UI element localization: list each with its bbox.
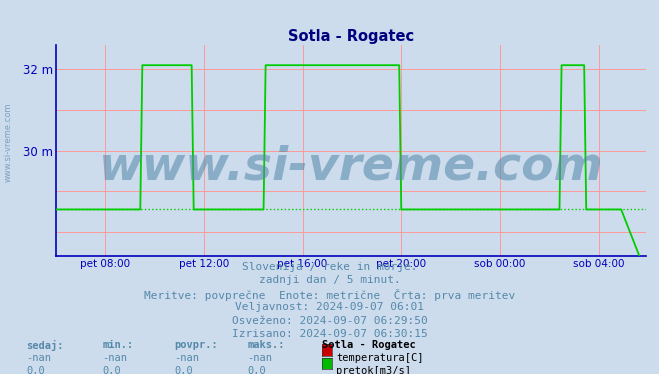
Text: Veljavnost: 2024-09-07 06:01: Veljavnost: 2024-09-07 06:01 <box>235 302 424 312</box>
Text: Izrisano: 2024-09-07 06:30:15: Izrisano: 2024-09-07 06:30:15 <box>231 329 428 339</box>
Text: -nan: -nan <box>102 353 127 363</box>
Text: www.si-vreme.com: www.si-vreme.com <box>98 145 604 190</box>
Text: Sotla - Rogatec: Sotla - Rogatec <box>322 340 415 350</box>
Text: -nan: -nan <box>26 353 51 363</box>
Text: -nan: -nan <box>247 353 272 363</box>
Text: Slovenija / reke in morje.: Slovenija / reke in morje. <box>242 262 417 272</box>
Text: 0,0: 0,0 <box>247 366 266 374</box>
Text: Osveženo: 2024-09-07 06:29:50: Osveženo: 2024-09-07 06:29:50 <box>231 316 428 326</box>
Text: 0,0: 0,0 <box>102 366 121 374</box>
Text: temperatura[C]: temperatura[C] <box>336 353 424 363</box>
Text: sedaj:: sedaj: <box>26 340 64 350</box>
Text: maks.:: maks.: <box>247 340 285 350</box>
Text: 0,0: 0,0 <box>175 366 193 374</box>
Text: zadnji dan / 5 minut.: zadnji dan / 5 minut. <box>258 275 401 285</box>
Text: -nan: -nan <box>175 353 200 363</box>
Text: povpr.:: povpr.: <box>175 340 218 350</box>
Text: Meritve: povprečne  Enote: metrične  Črta: prva meritev: Meritve: povprečne Enote: metrične Črta:… <box>144 289 515 301</box>
Text: min.:: min.: <box>102 340 133 350</box>
Title: Sotla - Rogatec: Sotla - Rogatec <box>288 29 414 44</box>
Text: pretok[m3/s]: pretok[m3/s] <box>336 366 411 374</box>
Text: 0,0: 0,0 <box>26 366 45 374</box>
Text: www.si-vreme.com: www.si-vreme.com <box>3 102 13 182</box>
